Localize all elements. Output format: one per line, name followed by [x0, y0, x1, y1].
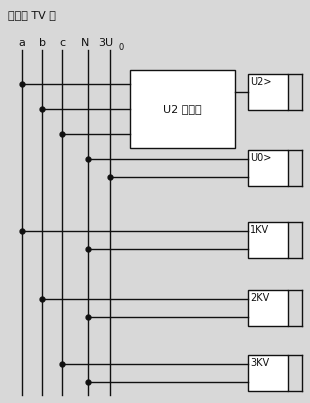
Bar [248, 74, 288, 110]
Text: U0>: U0> [250, 153, 271, 163]
Text: 由母线 TV 来: 由母线 TV 来 [8, 10, 56, 20]
Text: c: c [59, 38, 65, 48]
Text: a: a [19, 38, 25, 48]
Bar [248, 290, 288, 326]
Text: 3U: 3U [99, 38, 113, 48]
Bar [248, 355, 288, 391]
Text: 3KV: 3KV [250, 358, 269, 368]
Text: 1KV: 1KV [250, 225, 269, 235]
Text: U2 过滤器: U2 过滤器 [163, 104, 202, 114]
Text: N: N [81, 38, 89, 48]
Bar [248, 222, 288, 258]
Text: 0: 0 [118, 43, 124, 52]
Bar [130, 70, 235, 148]
Bar [248, 150, 288, 186]
Text: 2KV: 2KV [250, 293, 269, 303]
Text: U2>: U2> [250, 77, 272, 87]
Text: b: b [38, 38, 46, 48]
